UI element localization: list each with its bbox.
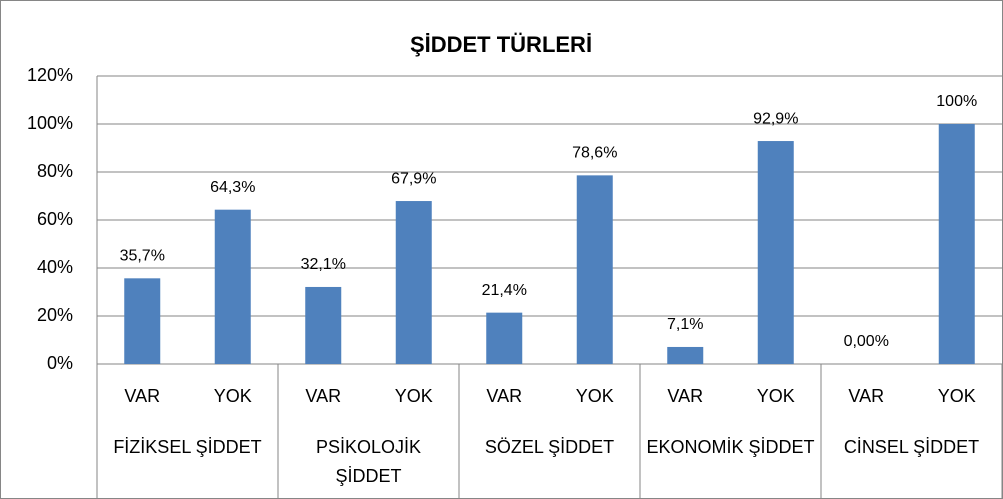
bar xyxy=(938,124,975,364)
x-tick-label: YOK xyxy=(757,386,795,406)
data-label: 100% xyxy=(936,93,977,110)
data-label: 32,1% xyxy=(301,256,346,273)
group-label: FİZİKSEL ŞİDDET xyxy=(113,437,262,457)
group-label: PSİKOLOJİK ŞİDDET xyxy=(315,437,422,486)
data-label: 67,9% xyxy=(391,170,436,187)
data-label: 0,00% xyxy=(844,333,889,350)
x-tick-label: VAR xyxy=(486,386,522,406)
y-tick-label: 60% xyxy=(37,209,73,229)
x-tick-label: VAR xyxy=(667,386,703,406)
data-label: 64,3% xyxy=(210,179,255,196)
y-tick-label: 120% xyxy=(27,65,73,85)
bar xyxy=(576,175,613,364)
x-tick-label: YOK xyxy=(938,386,976,406)
bar xyxy=(214,209,251,364)
bar xyxy=(667,346,704,364)
x-tick-label: YOK xyxy=(576,386,614,406)
bar xyxy=(124,278,161,364)
x-tick-label: VAR xyxy=(124,386,160,406)
group-label: CİNSEL ŞİDDET xyxy=(843,437,980,457)
y-tick-label: 100% xyxy=(27,113,73,133)
data-label: 35,7% xyxy=(120,248,165,265)
data-label: 7,1% xyxy=(667,316,703,333)
y-tick-label: 80% xyxy=(37,161,73,181)
group-label: SÖZEL ŞİDDET xyxy=(484,437,615,457)
data-label: 21,4% xyxy=(482,282,527,299)
y-tick-label: 20% xyxy=(37,305,73,325)
x-tick-label: YOK xyxy=(395,386,433,406)
bar xyxy=(305,286,342,364)
y-tick-label: 0% xyxy=(47,353,73,373)
x-tick-label: VAR xyxy=(305,386,341,406)
x-tick-label: YOK xyxy=(214,386,252,406)
group-label: EKONOMİK ŞİDDET xyxy=(646,437,815,457)
chart-title: ŞİDDET TÜRLERİ xyxy=(410,32,592,57)
bar xyxy=(757,141,794,364)
bar xyxy=(486,312,523,364)
data-label: 78,6% xyxy=(572,145,617,162)
y-tick-label: 40% xyxy=(37,257,73,277)
data-label: 92,9% xyxy=(753,110,798,127)
bar xyxy=(395,201,432,364)
x-tick-label: VAR xyxy=(848,386,884,406)
